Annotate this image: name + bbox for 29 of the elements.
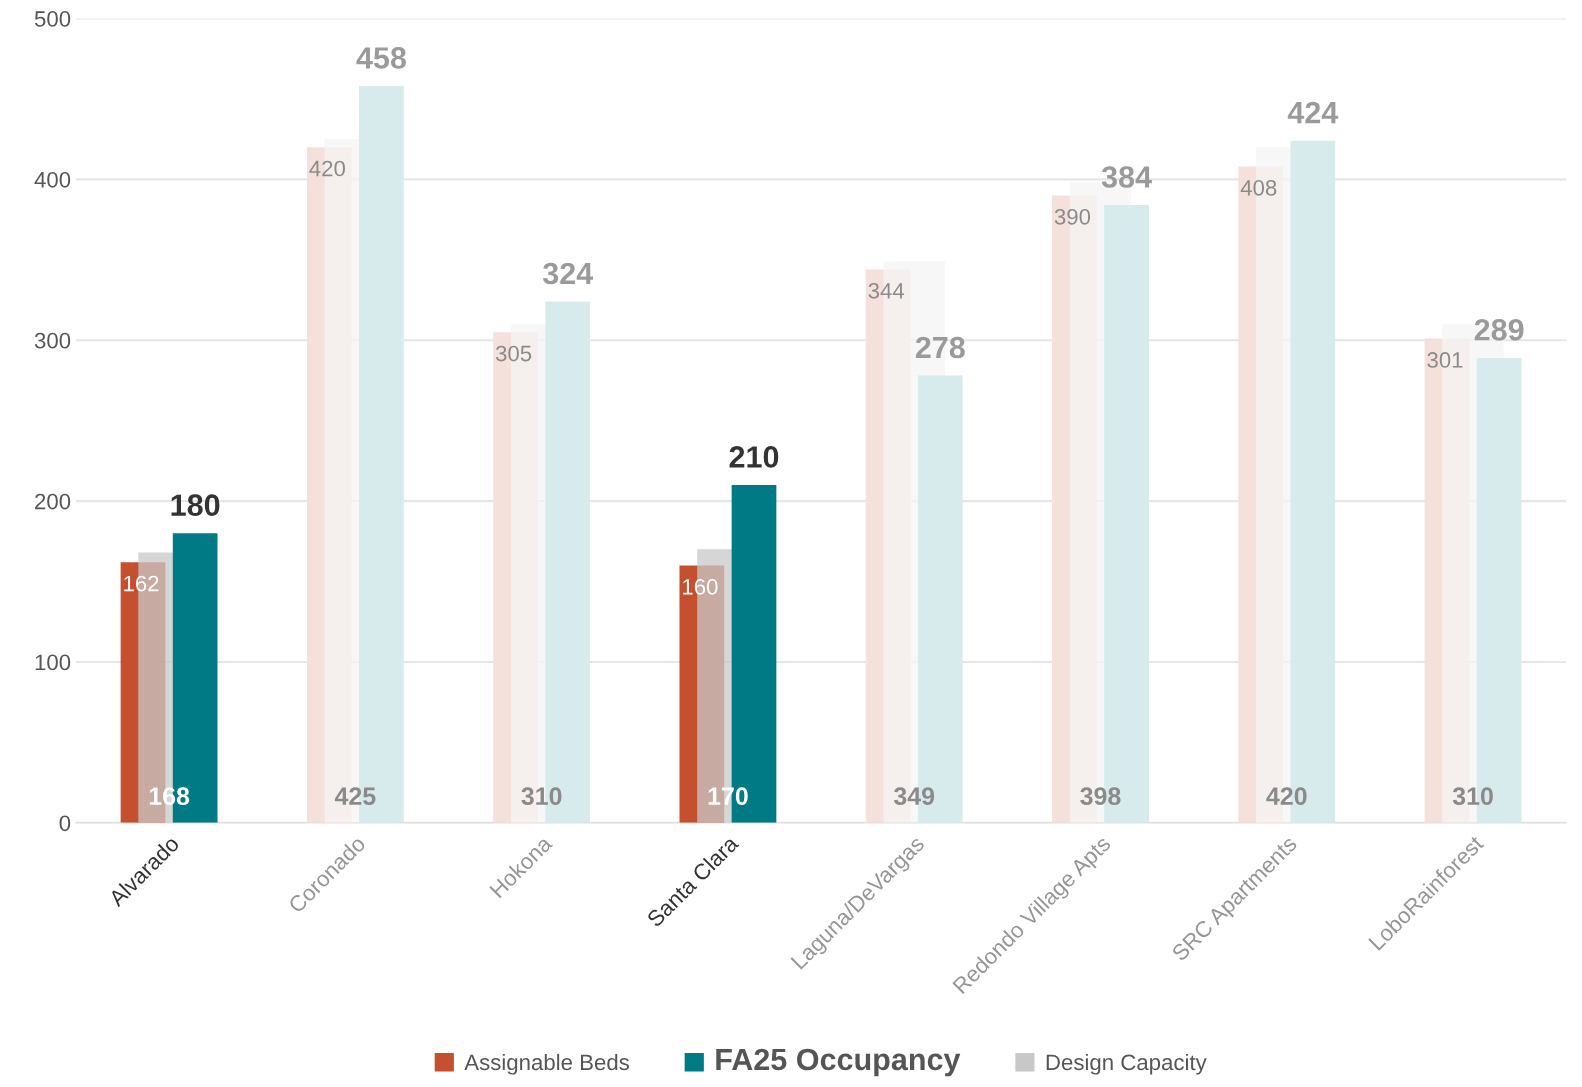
- data-label: 420: [309, 160, 345, 177]
- legend-label: Assignable Beds: [464, 1053, 630, 1075]
- data-label: 384: [1101, 166, 1152, 188]
- data-label: 408: [1240, 179, 1277, 196]
- data-label: 301: [1427, 352, 1463, 368]
- data-label: 324: [542, 262, 594, 285]
- legend-label: FA25 Occupancy: [716, 1048, 961, 1077]
- data-label: 289: [1474, 318, 1524, 341]
- data-label: 458: [356, 47, 406, 69]
- data-label: 305: [495, 345, 532, 362]
- legend-label: Design Capacity: [1046, 1053, 1207, 1075]
- y-tick-label: 100: [35, 654, 71, 671]
- data-label: 278: [915, 336, 965, 359]
- data-label: 390: [1054, 208, 1091, 225]
- y-tick-label: 500: [34, 11, 71, 27]
- data-label: 344: [868, 282, 905, 299]
- data-label: 310: [521, 787, 562, 806]
- data-label: 398: [1080, 787, 1121, 806]
- data-label: 424: [1287, 101, 1339, 124]
- data-label: 310: [1452, 787, 1493, 806]
- data-label: 425: [334, 787, 376, 806]
- data-label: 180: [171, 494, 220, 516]
- data-label: 210: [729, 446, 779, 468]
- y-tick-label: 0: [59, 815, 71, 832]
- y-tick-label: 400: [34, 171, 71, 188]
- data-label: 420: [1266, 787, 1307, 806]
- y-tick-label: 300: [34, 332, 71, 349]
- data-label: 349: [893, 787, 935, 806]
- y-tick-label: 200: [35, 493, 71, 510]
